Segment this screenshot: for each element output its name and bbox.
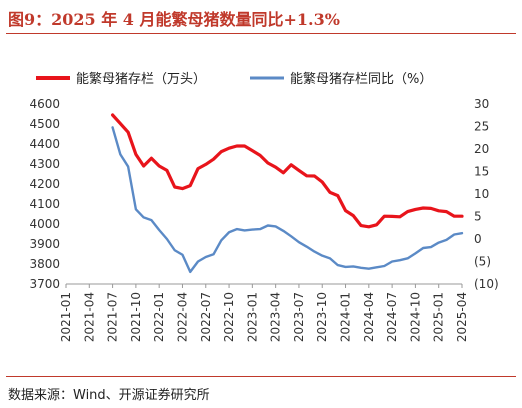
- y-left-tick-label: 4300: [29, 157, 60, 171]
- x-tick-label: 2021-01: [59, 292, 73, 342]
- x-tick-label: 2025-04: [455, 292, 469, 342]
- x-tick-label: 2022-04: [175, 292, 189, 342]
- y-left-tick-label: 4100: [29, 197, 60, 211]
- x-tick-label: 2025-01: [432, 292, 446, 342]
- y-left-tick-label: 4500: [29, 117, 60, 131]
- source-note: 数据来源：Wind、开源证券研究所: [8, 388, 210, 403]
- x-tick-label: 2024-07: [385, 292, 399, 342]
- y-right-tick-label: 10: [474, 187, 489, 201]
- y-left-tick-label: 3800: [29, 257, 60, 271]
- y-left-tick-label: 4400: [29, 137, 60, 151]
- y-right-tick-label: (10): [474, 277, 499, 291]
- y-right-tick-label: 0: [474, 232, 482, 246]
- footer-divider: [6, 376, 516, 377]
- title-divider: [6, 33, 516, 34]
- y-left-tick-label: 3700: [29, 277, 60, 291]
- x-tick-label: 2022-07: [199, 292, 213, 342]
- legend-label-yoy: 能繁母猪存栏同比（%）: [290, 71, 432, 87]
- x-tick-label: 2023-01: [245, 292, 259, 342]
- x-tick-label: 2021-07: [106, 292, 120, 342]
- y-right-tick-label: 20: [474, 142, 489, 156]
- y-left-tick-label: 4200: [29, 177, 60, 191]
- x-tick-label: 2024-04: [362, 292, 376, 342]
- series-line-yoy: [111, 126, 464, 274]
- x-tick-label: 2022-10: [222, 292, 236, 342]
- y-right-tick-label: 25: [474, 120, 489, 134]
- x-tick-label: 2024-01: [339, 292, 353, 342]
- figure-title: 图9：2025 年 4 月能繁母猪数量同比+1.3%: [8, 10, 340, 29]
- x-tick-label: 2023-07: [292, 292, 306, 342]
- x-tick-label: 2021-10: [129, 292, 143, 342]
- legend-label-inventory: 能繁母猪存栏（万头）: [76, 71, 206, 87]
- y-right-tick-label: (5): [474, 255, 491, 269]
- x-tick-label: 2022-01: [152, 292, 166, 342]
- axes: 4600 4500 4400 4300 4200 4100 4000 3900 3800 3700…: [29, 97, 498, 342]
- series-line-inventory: [110, 113, 464, 229]
- x-tick-label: 2023-04: [269, 292, 283, 342]
- y-left-tick-label: 3900: [29, 237, 60, 251]
- x-tick-label: 2021-04: [82, 292, 96, 342]
- y-left-tick-label: 4600: [29, 97, 60, 111]
- series-lines: [110, 113, 464, 274]
- y-right-tick-label: 30: [474, 97, 489, 111]
- y-left-tick-label: 4000: [29, 217, 60, 231]
- x-tick-label: 2024-10: [408, 292, 422, 342]
- y-right-tick-label: 5: [474, 210, 482, 224]
- y-right-tick-label: 15: [474, 165, 489, 179]
- legend: 能繁母猪存栏（万头） 能繁母猪存栏同比（%）: [36, 71, 432, 87]
- x-tick-label: 2023-10: [315, 292, 329, 342]
